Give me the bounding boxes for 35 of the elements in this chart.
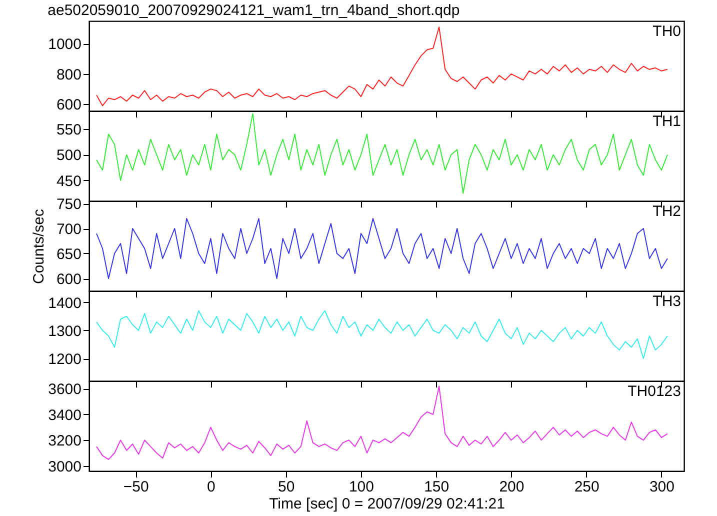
y-tick-label: 800 [56,66,82,84]
x-tick-label: −50 [123,478,149,496]
series-label: TH0 [652,23,681,40]
x-tick-label: 50 [278,478,295,496]
y-tick-label: 1000 [48,36,82,54]
y-tick-label: 3200 [48,432,82,450]
chart-title: ae502059010_20070929024121_wam1_trn_4band_short.qdp [48,2,460,19]
series-label: TH3 [652,293,681,310]
x-tick-label: 300 [649,478,674,496]
y-tick-label: 1300 [48,322,82,340]
y-tick-label: 1400 [48,294,82,312]
y-tick-label: 450 [56,172,82,190]
x-tick-label: 150 [424,478,450,496]
y-tick-label: 750 [56,196,82,213]
y-tick-label: 700 [56,221,82,238]
y-tick-label: 650 [56,246,82,263]
line-series [96,218,668,279]
x-tick-label: 250 [574,478,600,496]
series-label: TH0123 [628,383,681,400]
y-tick-label: 1200 [48,351,82,368]
y-tick-label: 500 [56,147,82,164]
y-tick-label: 3000 [48,458,82,476]
y-tick-label: 550 [56,122,82,138]
x-tick-label: 100 [348,478,374,496]
x-tick-label: 0 [207,478,216,496]
y-tick-label: 600 [56,271,82,288]
y-tick-label: 600 [56,96,82,114]
y-axis-title: Counts/sec [30,208,48,284]
series-label: TH2 [652,203,681,220]
y-tick-label: 3600 [48,381,82,398]
y-tick-label: 3400 [48,406,82,424]
x-tick-label: 200 [499,478,524,496]
x-axis-title: Time [sec] 0 = 2007/09/29 02:41:21 [269,496,505,512]
line-series [96,310,668,359]
series-label: TH1 [652,113,681,130]
